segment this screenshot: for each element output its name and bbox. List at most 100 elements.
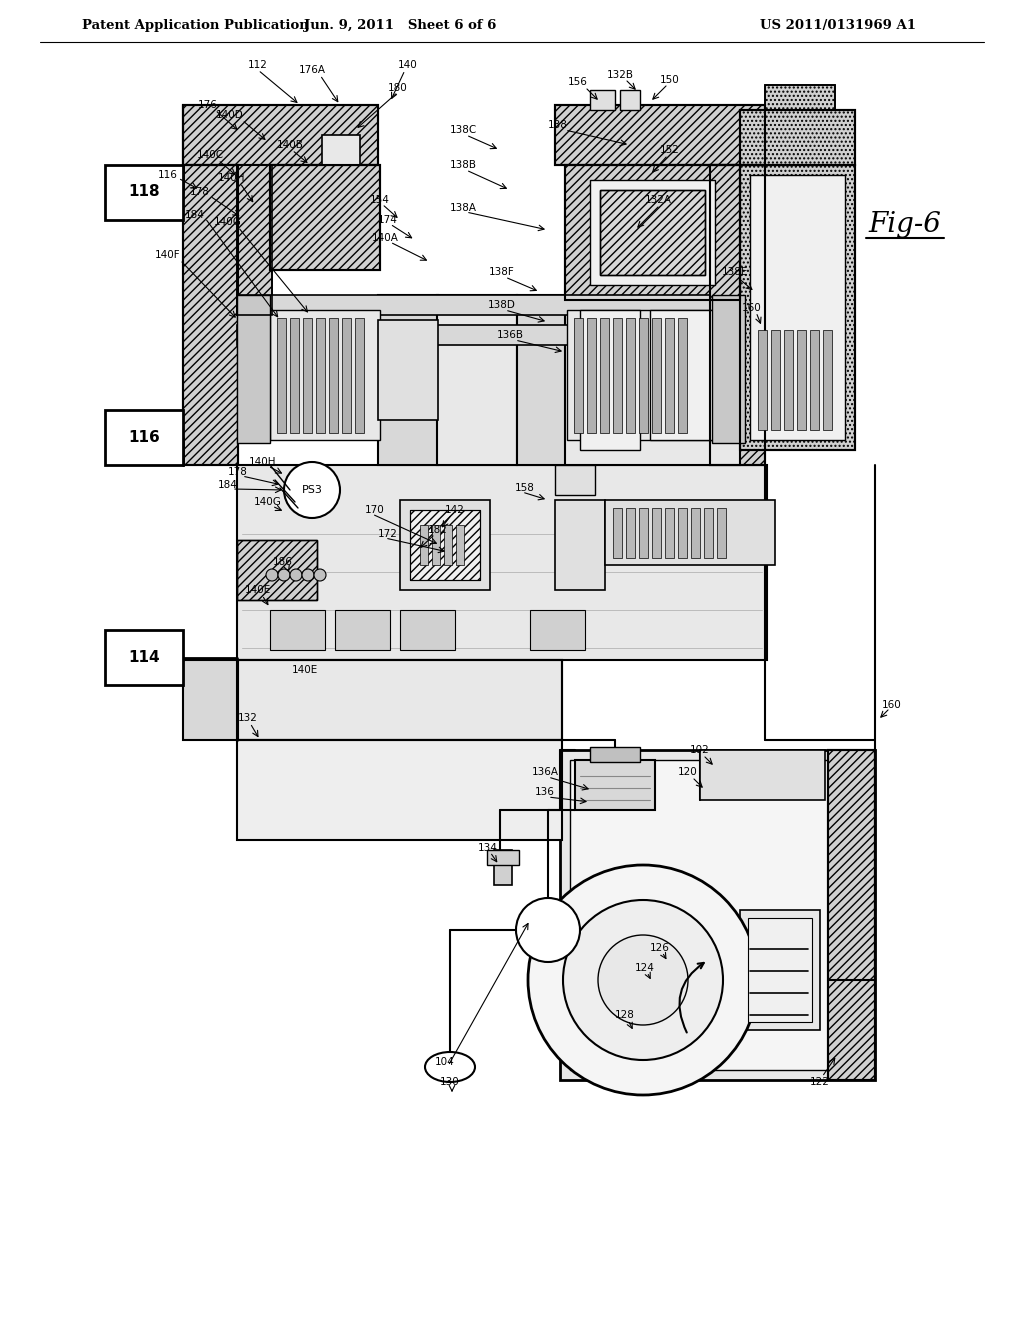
Bar [626, 508, 635, 558]
Bar [555, 106, 765, 165]
Text: 186: 186 [273, 557, 293, 568]
Text: Patent Application Publication: Patent Application Publication [82, 18, 309, 32]
Text: 140F: 140F [156, 249, 181, 260]
Bar [444, 525, 452, 565]
Text: 118: 118 [128, 185, 160, 199]
Bar [237, 165, 272, 315]
Bar [316, 318, 325, 433]
Bar [565, 300, 740, 465]
Bar [605, 500, 775, 565]
Text: 184: 184 [185, 210, 205, 220]
Bar [639, 318, 648, 433]
Text: 180: 180 [388, 83, 408, 92]
Text: 136A: 136A [531, 767, 558, 777]
Circle shape [284, 462, 340, 517]
Text: 138E: 138E [722, 267, 749, 277]
Text: 102: 102 [690, 744, 710, 755]
Bar [237, 165, 272, 315]
Bar [237, 660, 562, 741]
Bar [400, 610, 455, 649]
Bar [587, 318, 596, 433]
Circle shape [516, 898, 580, 962]
Bar [278, 318, 286, 433]
Bar [183, 106, 378, 165]
Bar [270, 165, 380, 271]
Text: 138B: 138B [450, 160, 476, 170]
Bar [691, 508, 700, 558]
Text: 132: 132 [238, 713, 258, 723]
Bar [748, 917, 812, 1022]
Bar [600, 318, 609, 433]
Bar [378, 294, 438, 465]
Text: 120: 120 [678, 767, 698, 777]
Bar [590, 180, 715, 285]
Text: 140E: 140E [245, 585, 271, 595]
Circle shape [528, 865, 758, 1096]
Bar [432, 525, 440, 565]
Circle shape [266, 569, 278, 581]
Text: 138F: 138F [489, 267, 515, 277]
Bar [237, 540, 317, 601]
Bar [652, 318, 662, 433]
Circle shape [290, 569, 302, 581]
Bar [717, 508, 726, 558]
Bar [183, 660, 238, 741]
Bar [560, 750, 874, 1080]
Bar [378, 319, 438, 420]
Bar [712, 294, 745, 444]
Text: 136B: 136B [497, 330, 523, 341]
Text: 104: 104 [435, 1057, 455, 1067]
Text: 132A: 132A [644, 195, 672, 205]
Bar [678, 318, 687, 433]
Bar [828, 750, 874, 1080]
Text: 176: 176 [198, 100, 218, 110]
Circle shape [314, 569, 326, 581]
Bar [740, 165, 855, 450]
Text: 128: 128 [615, 1010, 635, 1020]
Bar [237, 660, 562, 741]
Text: 124: 124 [635, 964, 655, 973]
Bar [705, 508, 713, 558]
Bar [600, 190, 705, 275]
Bar [570, 760, 865, 1071]
Bar [329, 318, 338, 433]
Bar [710, 165, 765, 465]
Bar [410, 510, 480, 579]
Bar [828, 750, 874, 1080]
Bar [290, 318, 299, 433]
Text: 112: 112 [248, 59, 268, 70]
Bar [237, 465, 767, 660]
Bar [797, 330, 806, 430]
Bar [650, 310, 730, 440]
Bar [626, 318, 635, 433]
Bar [270, 165, 380, 271]
Bar [765, 84, 835, 110]
Bar [613, 318, 622, 433]
Text: 138C: 138C [450, 125, 476, 135]
Text: 154: 154 [370, 195, 390, 205]
Text: 158: 158 [515, 483, 535, 492]
Bar [565, 165, 740, 300]
Text: 122: 122 [810, 1077, 829, 1086]
Bar [565, 165, 740, 300]
Bar [237, 540, 317, 601]
Text: 176A: 176A [299, 65, 326, 75]
Text: 172: 172 [378, 529, 398, 539]
Text: 126: 126 [650, 942, 670, 953]
Bar [183, 165, 238, 465]
Text: 136: 136 [536, 787, 555, 797]
Text: 140E: 140E [292, 665, 318, 675]
Bar [567, 310, 712, 440]
Bar [580, 310, 640, 450]
Text: 140D: 140D [216, 110, 244, 120]
Text: 140H: 140H [249, 457, 276, 467]
Bar [740, 110, 855, 165]
Bar [758, 330, 767, 430]
Bar [700, 750, 825, 800]
Bar [237, 325, 710, 345]
Bar [665, 508, 674, 558]
Text: 130: 130 [440, 1077, 460, 1086]
Bar [613, 508, 622, 558]
Bar [750, 176, 845, 440]
Bar [590, 747, 640, 762]
